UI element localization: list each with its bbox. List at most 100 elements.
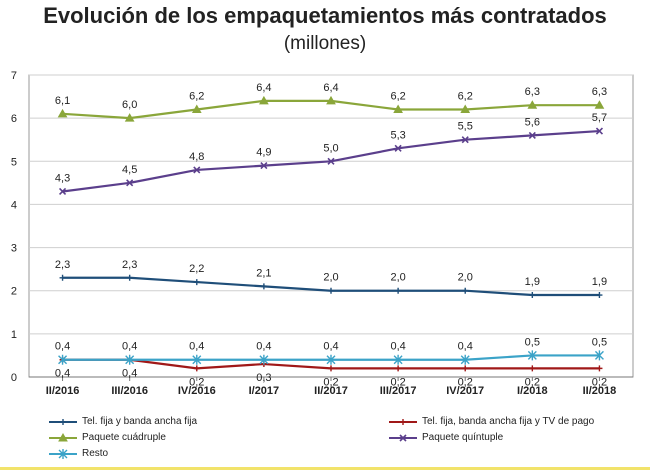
- data-label: 2,3: [55, 259, 70, 271]
- data-label: 0,4: [122, 341, 137, 353]
- data-label: 0,2: [189, 376, 204, 388]
- x-tick-label: IV/2016: [178, 385, 216, 397]
- y-tick-label: 2: [11, 286, 17, 298]
- data-point: [328, 365, 334, 372]
- data-point: [460, 104, 471, 114]
- data-label: 2,0: [458, 272, 473, 284]
- legend-item: Paquete quíntuple: [388, 432, 503, 443]
- legend-item: Tel. fija, banda ancha fija y TV de pago: [388, 416, 594, 427]
- legend-marker: [60, 418, 66, 425]
- data-label: 0,4: [458, 341, 473, 353]
- y-tick-label: 0: [11, 372, 17, 384]
- legend-marker: [399, 433, 407, 442]
- data-point: [327, 157, 335, 165]
- data-point: [393, 354, 403, 365]
- legend-item: Paquete cuádruple: [48, 432, 166, 443]
- legend-marker: [58, 432, 68, 441]
- legend-label: Tel. fija, banda ancha fija y TV de pago: [422, 416, 595, 427]
- data-label: 0,4: [256, 341, 271, 353]
- series-2: 6,1 6,0 6,2 6,4 6,4 6,2 6,2 6,3 6,3: [55, 82, 607, 122]
- data-point: [126, 274, 133, 281]
- plot-frame: [28, 74, 634, 378]
- legend-swatch: [49, 432, 77, 441]
- data-label: 2,0: [323, 272, 338, 284]
- series-4: 0,4 0,4 0,4 0,4 0,4 0,4 0,4 0,5 0,5: [55, 336, 607, 365]
- legend-label: Tel. fija y banda ancha fija: [82, 416, 198, 427]
- chart-title: Evolución de los empaquetamientos más co…: [43, 3, 607, 28]
- data-label: 2,2: [189, 263, 204, 275]
- data-label: 5,7: [592, 112, 607, 124]
- series-1: 0,4 0,4 0,2 0,3 0,2 0,2 0,2 0,2 0,2: [55, 356, 607, 388]
- data-label: 0,2: [390, 376, 405, 388]
- data-label: 6,3: [525, 86, 540, 98]
- data-point: [528, 131, 536, 139]
- legend-label: Resto: [82, 448, 109, 459]
- data-label: 1,9: [525, 276, 540, 288]
- data-label: 6,1: [55, 95, 70, 107]
- x-tick-label: II/2018: [583, 385, 617, 397]
- data-point: [193, 166, 201, 174]
- data-label: 6,0: [122, 99, 137, 111]
- legend-item: Tel. fija y banda ancha fija: [48, 416, 197, 427]
- chart-subtitle: (millones): [283, 33, 367, 54]
- data-label: 2,3: [122, 259, 137, 271]
- data-point: [527, 100, 538, 109]
- data-label: 0,4: [189, 341, 204, 353]
- data-label: 4,3: [55, 172, 70, 184]
- data-point: [191, 104, 202, 114]
- data-point: [461, 136, 469, 144]
- data-label: 0,4: [55, 368, 70, 380]
- data-label: 6,2: [458, 91, 473, 103]
- y-tick-label: 6: [11, 113, 17, 125]
- y-tick-label: 7: [11, 70, 17, 82]
- y-tick-label: 3: [11, 243, 17, 255]
- data-point: [126, 179, 134, 187]
- data-label: 6,2: [390, 91, 405, 103]
- data-label: 0,2: [592, 376, 607, 388]
- data-label: 0,4: [122, 368, 137, 380]
- data-point: [529, 292, 536, 299]
- legend-label: Paquete quíntuple: [422, 432, 504, 443]
- data-point: [58, 187, 67, 196]
- data-point: [125, 354, 135, 365]
- data-point: [393, 104, 403, 114]
- data-point: [529, 365, 536, 372]
- data-point: [260, 283, 267, 290]
- y-tick-label: 4: [11, 199, 17, 211]
- y-tick-label: 5: [11, 156, 17, 168]
- bottom-rule: [0, 467, 650, 470]
- data-point: [395, 287, 402, 294]
- legend-swatch: [389, 433, 417, 442]
- data-point: [394, 144, 402, 152]
- data-point: [328, 287, 334, 294]
- y-tick-label: 1: [11, 329, 17, 341]
- data-label: 5,0: [323, 142, 338, 154]
- data-point: [59, 274, 66, 281]
- data-point: [124, 113, 135, 122]
- data-label: 0,5: [525, 336, 540, 348]
- data-point: [594, 350, 604, 361]
- data-point: [596, 365, 603, 372]
- legend: Tel. fija y banda ancha fija Tel. fija, b…: [40, 414, 640, 464]
- data-point: [326, 95, 336, 105]
- legend-marker: [400, 418, 406, 425]
- series-3: 4,3 4,5 4,8 4,9 5,0 5,3 5,5 5,6 5,7: [55, 112, 607, 196]
- data-label: 1,9: [592, 276, 607, 288]
- x-tick-label: III/2017: [380, 385, 417, 397]
- x-tick-label: I/2017: [249, 385, 280, 397]
- data-point: [260, 162, 268, 170]
- data-label: 0,2: [458, 376, 473, 388]
- series-0: 2,3 2,3 2,2 2,1 2,0 2,0 2,0 1,9 1,9: [55, 259, 607, 299]
- data-label: 0,2: [525, 376, 540, 388]
- data-point: [462, 287, 469, 294]
- x-tick-label: II/2017: [314, 385, 348, 397]
- data-point: [527, 350, 537, 361]
- data-point: [57, 108, 68, 118]
- data-point: [193, 279, 200, 286]
- x-tick-label: II/2016: [46, 385, 80, 397]
- data-label: 0,3: [256, 372, 271, 384]
- legend-swatch: [49, 448, 77, 459]
- x-tick-label: IV/2017: [446, 385, 484, 397]
- data-label: 0,4: [390, 341, 405, 353]
